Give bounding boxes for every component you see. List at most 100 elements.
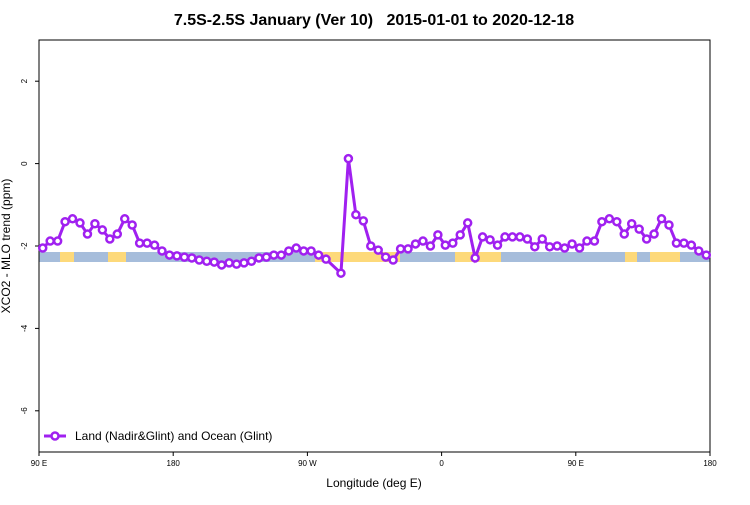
data-point — [686, 240, 697, 250]
data-point — [351, 209, 361, 220]
data-point — [507, 232, 518, 242]
data-point — [284, 246, 294, 256]
data-point — [246, 256, 257, 266]
data-point — [634, 224, 644, 234]
data-point — [694, 246, 704, 256]
data-point — [597, 216, 607, 227]
data-point — [574, 243, 585, 253]
y-tick-label: -4 — [20, 324, 29, 332]
data-point — [485, 235, 495, 245]
data-point — [671, 238, 682, 248]
land-ocean-band — [39, 252, 710, 262]
x-tick-label: 180 — [703, 459, 717, 468]
data-point — [388, 255, 398, 265]
data-point — [455, 230, 465, 240]
data-point — [157, 246, 167, 256]
data-point — [410, 239, 421, 249]
data-point — [97, 225, 108, 235]
data-point — [395, 244, 406, 254]
data-point — [149, 240, 160, 250]
data-point — [105, 234, 115, 244]
data-point — [448, 238, 458, 248]
data-point — [500, 232, 510, 242]
data-point — [380, 252, 391, 262]
data-point — [544, 242, 555, 252]
data-point — [641, 234, 652, 244]
data-point — [559, 243, 570, 253]
data-point — [127, 220, 137, 230]
data-point — [134, 238, 145, 248]
data-point — [216, 260, 227, 270]
data-point — [418, 236, 428, 246]
data-point — [306, 246, 316, 256]
data-point — [60, 216, 70, 227]
data-point — [254, 253, 264, 263]
data-point — [90, 219, 100, 229]
y-tick-label: -2 — [20, 242, 29, 250]
data-point — [67, 214, 78, 224]
data-point — [75, 218, 85, 228]
data-point — [321, 254, 331, 264]
data-point — [239, 258, 249, 268]
legend-label: Land (Nadir&Glint) and Ocean (Glint) — [75, 429, 272, 443]
data-point — [343, 153, 354, 164]
data-point — [313, 250, 324, 260]
data-point — [664, 220, 674, 230]
x-tick-label: 90 W — [298, 459, 317, 468]
data-point — [492, 240, 503, 250]
data-point — [589, 236, 600, 246]
x-tick-label: 90 E — [31, 459, 47, 468]
data-point — [37, 243, 48, 253]
data-point — [582, 236, 592, 246]
data-point — [366, 241, 376, 251]
legend-marker — [50, 431, 60, 441]
data-point — [336, 268, 346, 278]
data-point — [425, 241, 436, 251]
data-point — [269, 250, 279, 260]
chart-title: 7.5S-2.5S January (Ver 10) 2015-01-01 to… — [174, 12, 574, 29]
data-point — [537, 234, 547, 244]
data-point — [45, 236, 55, 246]
data-point — [649, 229, 659, 239]
data-point — [403, 244, 413, 254]
y-axis-label: XCO2 - MLO trend (ppm) — [0, 179, 13, 314]
data-point — [701, 250, 712, 260]
data-point — [656, 214, 667, 224]
data-point — [52, 236, 63, 246]
data-point — [440, 240, 451, 250]
data-point — [224, 258, 234, 268]
data-point — [433, 230, 443, 240]
data-point — [679, 238, 689, 248]
x-tick-label: 90 E — [568, 459, 584, 468]
data-point — [298, 246, 309, 256]
data-point — [231, 259, 242, 269]
data-point — [462, 218, 473, 228]
data-point — [209, 257, 219, 267]
x-tick-label: 180 — [167, 459, 181, 468]
data-point — [291, 243, 301, 253]
data-point — [112, 229, 123, 239]
data-point — [358, 216, 369, 226]
y-tick-label: 2 — [20, 78, 29, 83]
data-point — [567, 239, 577, 249]
data-point — [604, 214, 615, 224]
data-point — [179, 252, 190, 262]
data-point — [530, 242, 540, 252]
data-point — [194, 255, 205, 265]
data-point — [626, 219, 637, 229]
data-point — [172, 251, 182, 261]
y-tick-label: 0 — [20, 161, 29, 166]
data-point — [477, 232, 488, 242]
data-point — [202, 256, 212, 266]
data-point — [82, 229, 93, 239]
y-tick-label: -6 — [20, 407, 29, 415]
data-point — [552, 241, 562, 251]
data-point — [261, 252, 272, 262]
data-point — [142, 238, 152, 248]
data-point — [373, 245, 383, 255]
data-point — [619, 229, 630, 239]
data-point — [164, 250, 175, 260]
data-point — [470, 253, 480, 263]
